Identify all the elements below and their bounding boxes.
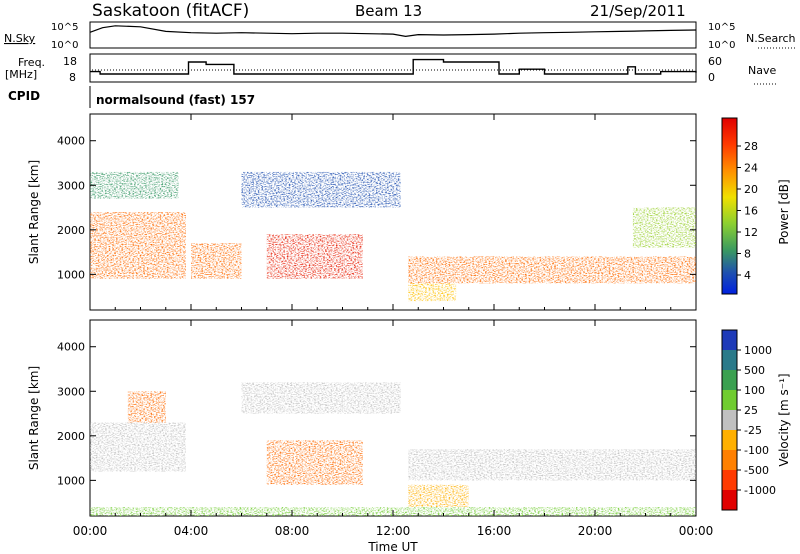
velocity-cbar-label-1: 500 — [744, 364, 765, 377]
power-cbar-label-4: 4 — [744, 269, 751, 282]
power-echo-region-6 — [408, 256, 696, 284]
power-cbar-label-8: 8 — [744, 248, 751, 261]
noise-right-tick-top: 10^5 — [708, 22, 735, 33]
velocity-cbar-label-3: 25 — [744, 404, 758, 417]
velocity-cbar-block-7 — [722, 470, 737, 490]
power-echo-region-5 — [408, 278, 457, 302]
x-tick-label-2: 08:00 — [275, 524, 310, 538]
freq-label-line2: [MHz] — [5, 68, 37, 81]
date-title: 21/Sep/2011 — [590, 2, 686, 20]
velocity-colorbar-ticks: 1000 500 100 25 -25 -100 -500 -1000 — [737, 344, 776, 497]
power-panel: 1000 2000 3000 4000 Slant Range [km] — [27, 113, 697, 311]
beam-title: Beam 13 — [355, 2, 422, 20]
velocity-echo-region-3 — [266, 440, 363, 485]
velocity-cbar-block-4 — [722, 410, 737, 430]
velocity-y-ticks: 1000 2000 3000 4000 — [57, 341, 696, 487]
x-tick-label-6: 00:00 — [679, 524, 714, 538]
power-y-ticks: 1000 2000 3000 4000 — [57, 135, 696, 281]
power-cbar-label-20: 20 — [744, 183, 758, 196]
velocity-panel: 1000 2000 3000 4000 Slant Range [km] — [27, 319, 697, 517]
cpid-row: CPID normalsound (fast) 157 — [8, 86, 255, 108]
x-tick-label-1: 04:00 — [174, 524, 209, 538]
velocity-ytick-label-4000: 4000 — [57, 341, 85, 354]
freq-right-tick-top: 60 — [708, 55, 722, 68]
velocity-echo-layer — [90, 382, 696, 516]
power-cbar-label-24: 24 — [744, 162, 758, 175]
power-echo-region-0 — [90, 212, 186, 279]
cpid-value: normalsound (fast) 157 — [96, 93, 255, 107]
power-echo-layer — [90, 171, 696, 302]
velocity-echo-region-1 — [127, 391, 166, 423]
velocity-cbar-label-7: -1000 — [744, 484, 776, 497]
noise-sky-line — [89, 25, 697, 38]
noise-right-label: N.Search — [746, 32, 796, 45]
power-ytick-label-2000: 2000 — [57, 224, 85, 237]
power-colorbar: 28 24 20 16 12 8 4 Power [dB] — [721, 117, 791, 295]
velocity-echo-region-5 — [408, 449, 696, 481]
noise-left-label: N.Sky — [4, 32, 36, 45]
velocity-cbar-label-5: -100 — [744, 444, 769, 457]
frequency-panel: Freq. [MHz] 18 8 60 0 Nave — [5, 53, 778, 85]
power-cbar-label-16: 16 — [744, 205, 758, 218]
velocity-cbar-block-6 — [722, 450, 737, 470]
velocity-echo-region-2 — [241, 382, 401, 414]
noise-right-tick-bottom: 10^0 — [708, 40, 735, 51]
power-ytick-label-4000: 4000 — [57, 135, 85, 148]
velocity-cbar-block-5 — [722, 430, 737, 450]
noise-left-tick-top: 10^5 — [51, 22, 78, 33]
velocity-cbar-block-0 — [722, 330, 737, 350]
velocity-cbar-block-1 — [722, 350, 737, 370]
power-echo-region-3 — [241, 171, 401, 208]
station-title: Saskatoon (fitACF) — [92, 1, 249, 21]
freq-label-line1: Freq. — [18, 56, 45, 69]
freq-left-tick-bottom: 8 — [69, 71, 76, 84]
nave-label: Nave — [748, 64, 776, 77]
freq-right-tick-bottom: 0 — [708, 71, 715, 84]
power-y-label: Slant Range [km] — [27, 160, 41, 264]
power-echo-region-1 — [90, 171, 179, 199]
velocity-colorbar: 1000 500 100 25 -25 -100 -500 -1000 Velocity [m… — [721, 329, 791, 511]
velocity-echo-region-4 — [408, 484, 469, 508]
x-axis-label: Time UT — [367, 540, 418, 554]
velocity-y-label: Slant Range [km] — [27, 366, 41, 470]
x-tick-label-3: 12:00 — [376, 524, 411, 538]
frequency-step-line — [90, 58, 697, 75]
velocity-ytick-label-2000: 2000 — [57, 430, 85, 443]
x-tick-label-5: 20:00 — [578, 524, 613, 538]
power-ytick-label-3000: 3000 — [57, 179, 85, 192]
velocity-ytick-label-3000: 3000 — [57, 385, 85, 398]
power-echo-region-2 — [191, 243, 242, 279]
velocity-ytick-label-1000: 1000 — [57, 474, 85, 487]
velocity-colorbar-label: Velocity [m s⁻¹] — [777, 373, 791, 466]
power-cbar-label-28: 28 — [744, 140, 758, 153]
power-colorbar-ticks: 28 24 20 16 12 8 4 — [737, 140, 758, 282]
power-echo-region-4 — [266, 234, 363, 279]
freq-left-tick-top: 18 — [63, 55, 77, 68]
power-ytick-label-1000: 1000 — [57, 268, 85, 281]
noise-panel: N.Sky 10^5 10^0 10^5 10^0 N.Search — [4, 21, 796, 51]
velocity-cbar-label-0: 1000 — [744, 344, 772, 357]
time-x-axis: 00:00 04:00 08:00 12:00 16:00 20:00 00:00 — [73, 114, 714, 538]
x-tick-label-0: 00:00 — [73, 524, 108, 538]
velocity-cbar-label-4: -25 — [744, 424, 762, 437]
noise-left-tick-bottom: 10^0 — [51, 40, 78, 51]
velocity-colorbar-blocks — [722, 330, 737, 510]
velocity-cbar-label-2: 100 — [744, 384, 765, 397]
velocity-cbar-block-2 — [722, 370, 737, 390]
power-echo-region-7 — [632, 207, 696, 248]
power-cbar-label-12: 12 — [744, 226, 758, 239]
velocity-cbar-block-8 — [722, 490, 737, 510]
x-tick-label-4: 16:00 — [477, 524, 512, 538]
velocity-cbar-label-6: -500 — [744, 464, 769, 477]
velocity-echo-region-0 — [90, 422, 186, 472]
cpid-label: CPID — [8, 89, 40, 103]
power-colorbar-label: Power [dB] — [777, 179, 791, 244]
velocity-cbar-block-3 — [722, 390, 737, 410]
